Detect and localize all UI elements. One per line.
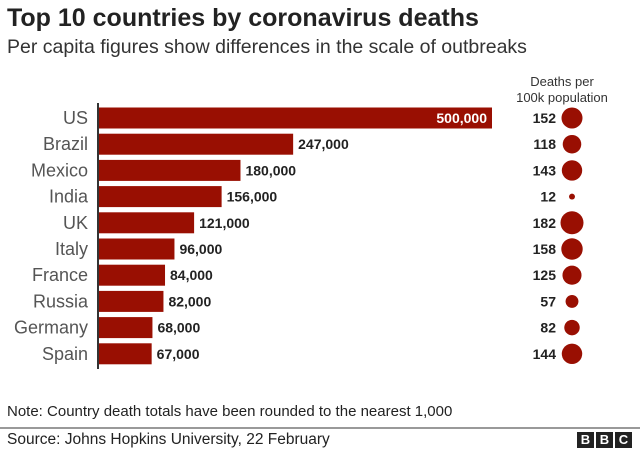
category-label: Spain (42, 344, 88, 364)
per-capita-circle (564, 319, 580, 336)
per-capita-header-line1: Deaths per (530, 74, 594, 89)
value-label: 121,000 (199, 215, 250, 231)
category-label: Russia (33, 291, 89, 311)
per-capita-circle (561, 238, 583, 260)
bar (99, 212, 195, 234)
value-label: 500,000 (436, 110, 487, 126)
per-capita-circle (560, 211, 584, 235)
category-label: Brazil (43, 134, 88, 154)
per-capita-circle (562, 134, 582, 154)
bar (99, 107, 492, 129)
bar (99, 317, 153, 339)
per-capita-label: 82 (540, 320, 556, 336)
per-capita-circle (562, 265, 582, 285)
footnote: Note: Country death totals have been rou… (7, 403, 453, 420)
per-capita-label: 118 (533, 136, 556, 152)
category-label: Germany (14, 318, 88, 338)
category-label: India (49, 187, 89, 207)
chart-title: Top 10 countries by coronavirus deaths (7, 4, 479, 32)
per-capita-label: 182 (533, 215, 557, 231)
value-label: 156,000 (227, 189, 278, 205)
bar (99, 238, 175, 260)
value-label: 180,000 (245, 162, 296, 178)
bbc-logo-letter: C (615, 432, 632, 448)
per-capita-label: 144 (533, 346, 557, 362)
value-label: 84,000 (170, 267, 213, 283)
per-capita-label: 158 (533, 241, 557, 257)
per-capita-label: 12 (540, 189, 556, 205)
per-capita-label: 57 (540, 293, 556, 309)
value-label: 247,000 (298, 136, 349, 152)
chart-subtitle: Per capita figures show differences in t… (7, 36, 527, 58)
footer-divider (0, 427, 640, 429)
value-label: 68,000 (157, 320, 200, 336)
bar (99, 159, 241, 181)
value-label: 67,000 (157, 346, 200, 362)
per-capita-label: 125 (533, 267, 557, 283)
per-capita-header-line2: 100k population (516, 90, 608, 105)
value-label: 96,000 (179, 241, 222, 257)
category-label: Italy (55, 239, 88, 259)
per-capita-label: 143 (533, 162, 557, 178)
value-label: 82,000 (168, 293, 211, 309)
per-capita-circle (561, 160, 583, 181)
bar (99, 264, 166, 286)
bbc-logo-letter: B (596, 432, 613, 448)
per-capita-label: 152 (533, 110, 557, 126)
category-label: France (32, 265, 88, 285)
per-capita-circle (569, 193, 575, 200)
per-capita-circle (565, 294, 579, 308)
bar (99, 343, 152, 365)
per-capita-circle (561, 343, 583, 365)
bar (99, 133, 294, 155)
bar (99, 290, 164, 312)
category-label: US (63, 108, 88, 128)
per-capita-circle (561, 107, 583, 129)
source-text: Source: Johns Hopkins University, 22 Feb… (7, 431, 330, 448)
category-label: Mexico (31, 160, 88, 180)
category-label: UK (63, 213, 88, 233)
bar (99, 186, 222, 208)
bbc-logo-letter: B (577, 432, 594, 448)
bar-chart: Deaths per 100k population US 500,000 152 B… (14, 74, 608, 369)
